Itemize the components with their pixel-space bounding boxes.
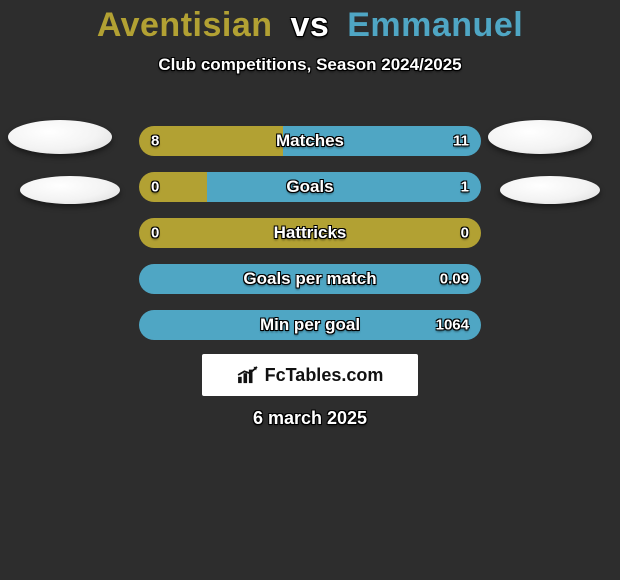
avatar-ellipse [20,176,120,204]
footer-date: 6 march 2025 [0,408,620,429]
player2-name: Emmanuel [347,6,523,44]
subtitle: Club competitions, Season 2024/2025 [0,55,620,75]
bar-fill-right [139,264,481,294]
bar-fill-left [139,218,481,248]
chart-icon [237,366,259,384]
bar-fill-left [139,126,283,156]
comparison-infographic: Aventisian vs Emmanuel Club competitions… [0,0,620,580]
bar-fill-left [139,172,207,202]
stat-bar: 811Matches [139,126,481,156]
logo-text: FcTables.com [265,365,384,386]
stat-row: 1064Min per goal [0,302,620,348]
source-logo: FcTables.com [202,354,418,396]
stat-bar: 0.09Goals per match [139,264,481,294]
bar-fill-right [139,310,481,340]
stat-row: 0.09Goals per match [0,256,620,302]
bar-fill-right [283,126,481,156]
stat-bar: 1064Min per goal [139,310,481,340]
avatar-ellipse [500,176,600,204]
headline: Aventisian vs Emmanuel [0,0,620,45]
stat-row: 00Hattricks [0,210,620,256]
stat-bar: 00Hattricks [139,218,481,248]
player1-name: Aventisian [97,6,273,44]
bar-fill-right [207,172,481,202]
avatar-ellipse [8,120,112,154]
avatar-ellipse [488,120,592,154]
stat-bar: 01Goals [139,172,481,202]
vs-text: vs [290,6,329,44]
